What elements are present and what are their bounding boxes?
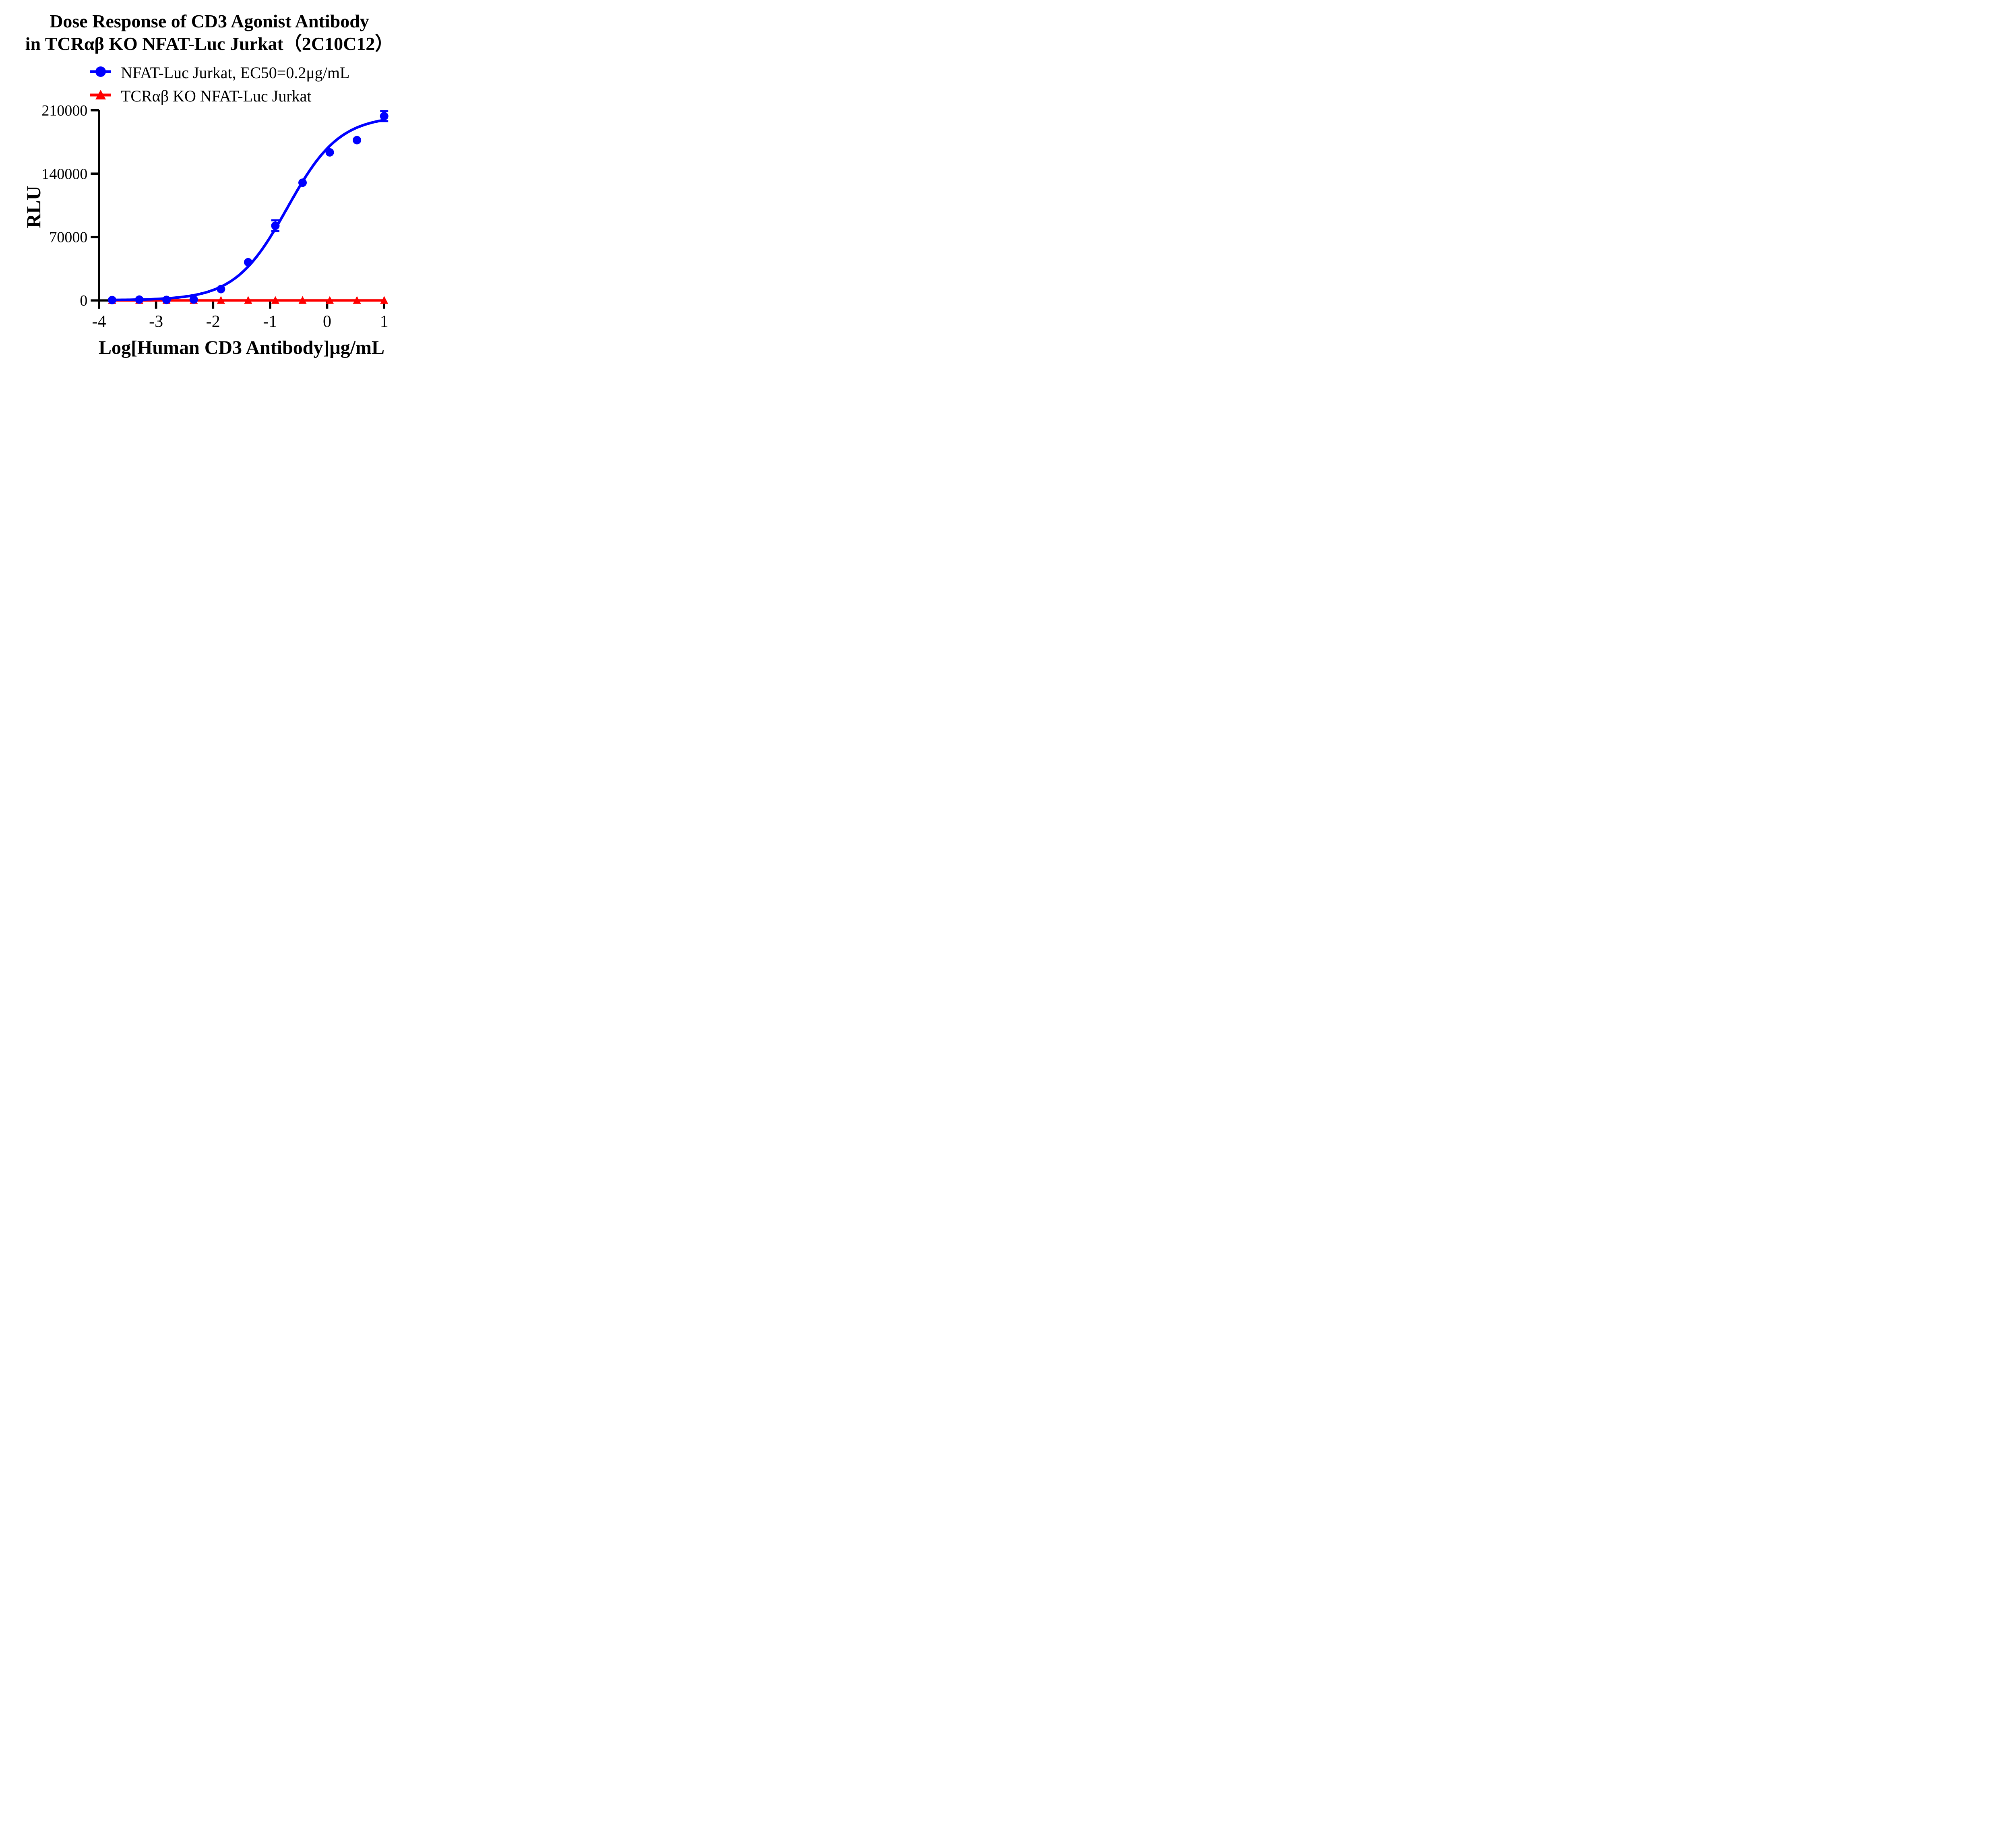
red-series-marker [380,296,389,304]
y-tick-label: 140000 [41,165,87,182]
y-tick [91,109,99,112]
red-series-marker [217,296,225,304]
x-tick-label: 0 [323,312,331,331]
legend-item-nfat-luc-jurkat: NFAT-Luc Jurkat, EC50=0.2μg/mL [90,63,350,82]
blue-series-marker [298,178,307,187]
blue-series-marker [217,285,225,294]
blue-series-marker [271,221,280,230]
blue-series-marker [325,148,334,157]
y-tick [91,172,99,175]
y-tick-label: 0 [80,292,87,309]
dose-response-plot: -4 -3 -2 -1 0 1 0 70000 140000 210000 [41,102,389,331]
red-series-marker [353,296,361,304]
chart-title-line-1: Dose Response of CD3 Agonist Antibody [50,11,369,31]
y-axis-line [98,110,100,309]
dose-response-figure: Dose Response of CD3 Agonist Antibody in… [0,0,430,370]
y-tick [91,236,99,238]
legend-marker-red-triangle-icon [90,89,111,103]
blue-series-marker [380,112,389,120]
legend-label-tcrab-ko-nfat-luc-jurkat: TCRαβ KO NFAT-Luc Jurkat [121,87,312,105]
legend-marker-blue-circle-icon [90,66,111,80]
chart-title-line-2: in TCRαβ KO NFAT-Luc Jurkat（2C10C12） [25,33,394,54]
blue-series-marker [162,296,171,304]
x-tick-label: -1 [263,312,277,331]
x-tick [155,300,157,309]
legend-item-tcrab-ko-nfat-luc-jurkat: TCRαβ KO NFAT-Luc Jurkat [90,87,312,105]
x-tick-label: -3 [149,312,163,331]
x-tick-label: 1 [380,312,389,331]
blue-series-marker [353,136,362,145]
x-axis-label: Log[Human CD3 Antibody]μg/mL [99,337,384,358]
red-series-marker [298,296,307,304]
x-tick [326,300,329,309]
blue-fit-curve [111,118,386,302]
x-tick [269,300,271,309]
red-series-marker [271,296,279,304]
blue-series-marker [189,295,198,304]
x-tick [98,300,100,309]
x-tick [212,300,215,309]
y-tick-label: 70000 [49,229,87,246]
x-tick [383,300,385,309]
blue-series-marker [107,296,116,304]
y-axis-label: RLU [22,186,45,228]
red-series-marker [244,296,252,304]
blue-series-marker [135,295,144,304]
y-tick-label: 210000 [41,102,87,119]
blue-series-marker [244,258,252,267]
y-tick [91,299,99,302]
x-tick-label: -2 [206,312,220,331]
x-tick-label: -4 [92,312,106,331]
legend-label-nfat-luc-jurkat: NFAT-Luc Jurkat, EC50=0.2μg/mL [121,63,350,82]
red-series-marker [326,296,334,304]
